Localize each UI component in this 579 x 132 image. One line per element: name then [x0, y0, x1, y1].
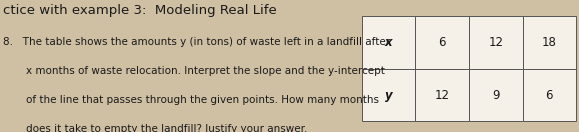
Text: x: x	[385, 36, 393, 49]
Text: ctice with example 3:  Modeling Real Life: ctice with example 3: Modeling Real Life	[3, 4, 277, 17]
Text: does it take to empty the landfill? Justify your answer.: does it take to empty the landfill? Just…	[26, 124, 307, 132]
Bar	[416, 69, 469, 121]
Text: y: y	[385, 89, 393, 102]
Bar	[362, 69, 416, 121]
Bar	[416, 16, 469, 69]
Text: 18: 18	[542, 36, 557, 49]
Bar	[469, 16, 522, 69]
Text: x months of waste relocation. Interpret the slope and the y-intercept: x months of waste relocation. Interpret …	[26, 66, 385, 76]
Text: 12: 12	[435, 89, 450, 102]
Text: 12: 12	[488, 36, 503, 49]
Text: of the line that passes through the given points. How many months: of the line that passes through the give…	[26, 95, 379, 105]
Bar	[522, 69, 576, 121]
Bar	[362, 16, 416, 69]
Text: 6: 6	[438, 36, 446, 49]
Bar	[469, 69, 522, 121]
Text: 8.   The table shows the amounts y (in tons) of waste left in a landfill after: 8. The table shows the amounts y (in ton…	[3, 37, 390, 47]
Text: 9: 9	[492, 89, 500, 102]
Bar	[522, 16, 576, 69]
Text: 6: 6	[545, 89, 553, 102]
